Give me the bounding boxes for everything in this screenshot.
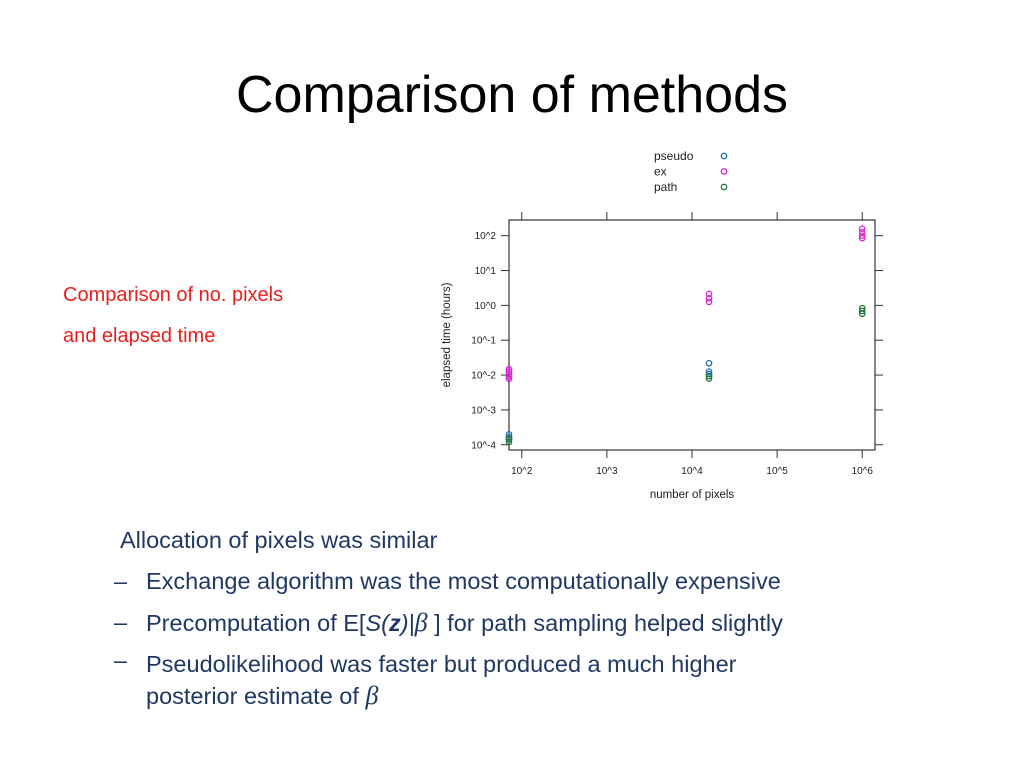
- beta-symbol: β: [365, 681, 379, 710]
- data-point-path: [705, 372, 713, 380]
- data-point-ex: [858, 234, 866, 242]
- x-tick-label: 10^5: [766, 466, 788, 477]
- sub-bullet-precomputation: – Precomputation of E[S(z)|β ] for path …: [100, 602, 980, 644]
- data-point-path: [505, 438, 513, 446]
- math-s: S(: [365, 610, 389, 636]
- plot-frame: [508, 219, 876, 451]
- math-close: )|: [400, 610, 415, 636]
- sub-bullet-exchange: – Exchange algorithm was the most comput…: [100, 561, 980, 602]
- data-point-ex: [505, 373, 513, 380]
- lead-bullet: Allocation of pixels was similar: [120, 527, 438, 553]
- x-tick-label: 10^6: [852, 466, 874, 477]
- bullet-list: Allocation of pixels was similar – Excha…: [100, 520, 980, 712]
- text-segment: Precomputation of E[: [146, 610, 366, 636]
- data-point-ex: [705, 298, 713, 306]
- legend-marker-pseudo: [720, 152, 728, 160]
- legend-label-pseudo: pseudo: [654, 149, 694, 163]
- data-point-path: [858, 310, 866, 318]
- chart-svg: 10^2 10^3 10^4 10^5 10^6 10^2 10^1 10^0 10^-1 10^…: [441, 149, 883, 501]
- y-tick-label: 10^-3: [471, 405, 496, 416]
- caption-line-2: and elapsed time: [63, 325, 216, 347]
- y-tick-label: 10^-4: [471, 440, 496, 451]
- sub-bullet-text: Pseudolikelihood was faster but produced…: [146, 648, 736, 712]
- text-segment: ] for path sampling helped slightly: [427, 610, 783, 636]
- y-tick-label: 10^-1: [471, 336, 496, 347]
- data-point-pseudo: [705, 359, 713, 367]
- data-point-path: [858, 307, 866, 315]
- beta-symbol: β: [414, 608, 428, 637]
- data-point-ex: [705, 290, 713, 298]
- data-point-ex: [858, 225, 866, 233]
- text-line-2: posterior estimate of: [146, 683, 366, 709]
- data-point-ex: [505, 375, 513, 383]
- data-point-pseudo: [705, 368, 713, 375]
- data-point-ex: [705, 295, 713, 302]
- x-tick-label: 10^2: [511, 466, 533, 477]
- legend-marker-path: [720, 183, 728, 191]
- x-tick-label: 10^4: [681, 466, 703, 477]
- dash-marker: –: [114, 568, 128, 594]
- y-tick-label: 10^1: [475, 266, 497, 277]
- math-z: z: [388, 610, 401, 636]
- slide-title: Comparison of methods: [235, 66, 789, 124]
- sub-bullet-text: Exchange algorithm was the most computat…: [146, 568, 781, 594]
- chart-caption: Comparison of no. pixels and elapsed tim…: [63, 275, 283, 357]
- y-tick-label: 10^2: [475, 231, 497, 242]
- dash-marker: –: [114, 609, 128, 635]
- data-point-pseudo: [705, 370, 713, 378]
- dash-marker: –: [114, 647, 128, 673]
- caption-line-1: Comparison of no. pixels: [63, 284, 284, 306]
- data-point-path: [705, 375, 713, 382]
- legend-label-path: path: [654, 180, 677, 194]
- data-point-ex: [858, 232, 866, 240]
- legend-label-ex: ex: [654, 165, 667, 179]
- sub-bullet-text: Precomputation of E[S(z)|β ] for path sa…: [146, 602, 783, 644]
- x-axis-label: number of pixels: [650, 489, 735, 501]
- sub-bullet-pseudolikelihood: – Pseudolikelihood was faster but produc…: [100, 644, 980, 712]
- data-point-path: [505, 435, 513, 443]
- y-tick-label: 10^-2: [471, 371, 496, 382]
- legend-marker-ex: [720, 168, 728, 175]
- text-line-1: Pseudolikelihood was faster but produced…: [146, 651, 737, 677]
- elapsed-time-chart: 10^2 10^3 10^4 10^5 10^6 10^2 10^1 10^0 10^-1 10^…: [420, 140, 890, 510]
- y-tick-label: 10^0: [475, 301, 497, 312]
- y-axis-label: elapsed time (hours): [441, 282, 453, 387]
- x-tick-label: 10^3: [596, 466, 618, 477]
